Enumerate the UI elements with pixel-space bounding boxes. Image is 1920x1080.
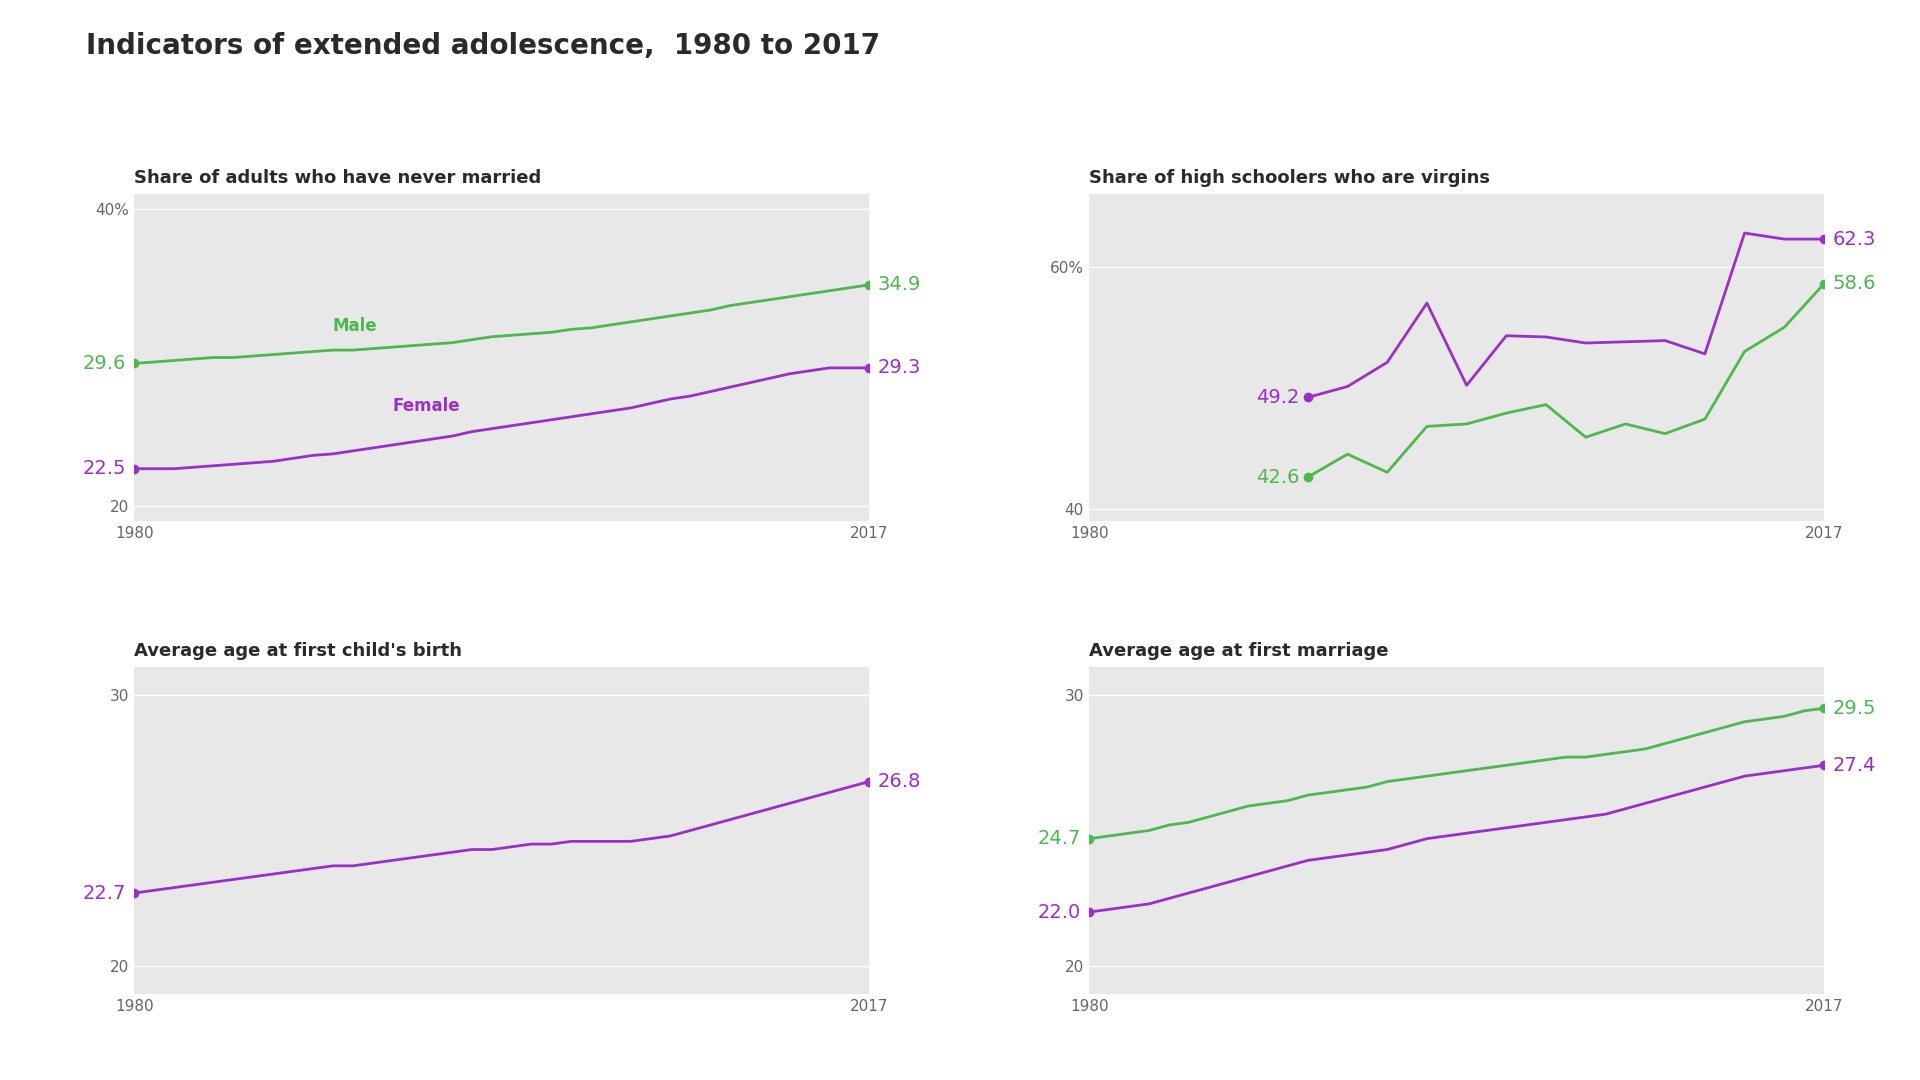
Text: Male: Male (332, 316, 378, 335)
Text: 62.3: 62.3 (1832, 230, 1876, 248)
Text: 22.5: 22.5 (83, 459, 127, 478)
Text: 49.2: 49.2 (1256, 388, 1300, 407)
Text: Indicators of extended adolescence,  1980 to 2017: Indicators of extended adolescence, 1980… (86, 32, 881, 60)
Text: 58.6: 58.6 (1832, 274, 1876, 294)
Text: Average age at first marriage: Average age at first marriage (1089, 643, 1388, 660)
Text: 22.7: 22.7 (83, 883, 127, 903)
Text: 22.0: 22.0 (1039, 903, 1081, 921)
Text: Share of adults who have never married: Share of adults who have never married (134, 170, 541, 187)
Text: 34.9: 34.9 (877, 275, 922, 295)
Text: Average age at first child's birth: Average age at first child's birth (134, 643, 463, 660)
Text: 26.8: 26.8 (877, 772, 922, 791)
Text: Share of high schoolers who are virgins: Share of high schoolers who are virgins (1089, 170, 1490, 187)
Text: 29.6: 29.6 (83, 354, 127, 373)
Text: 29.3: 29.3 (877, 359, 922, 377)
Text: 27.4: 27.4 (1832, 756, 1876, 774)
Text: 24.7: 24.7 (1037, 829, 1081, 848)
Text: Female: Female (392, 396, 461, 415)
Text: 42.6: 42.6 (1256, 468, 1300, 487)
Text: 29.5: 29.5 (1832, 699, 1876, 718)
